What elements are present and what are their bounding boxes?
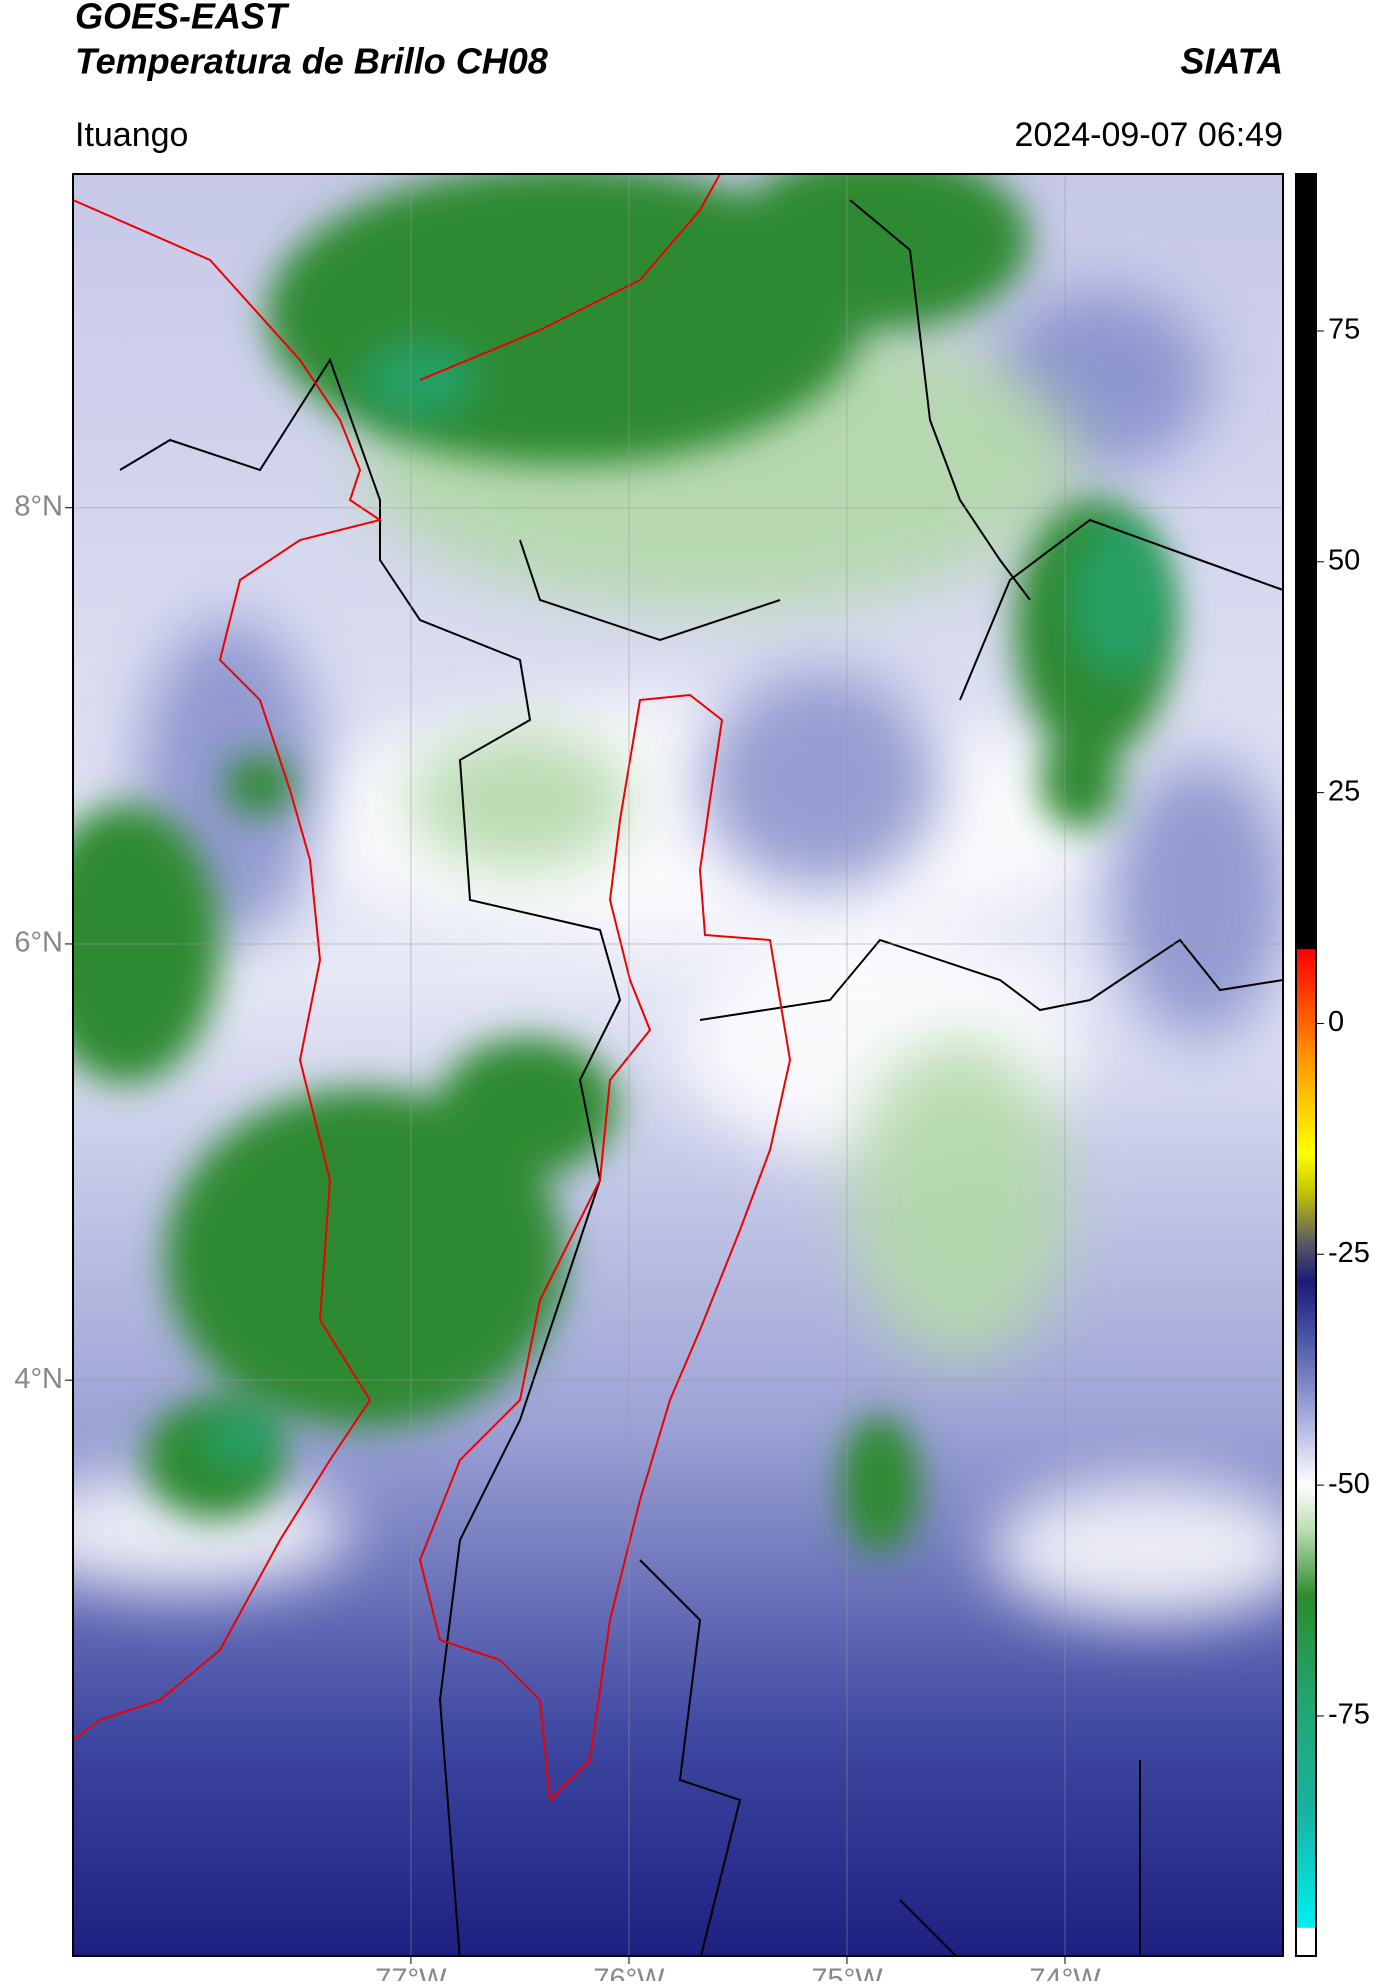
lon-tick-label: 77°W <box>375 1964 447 1981</box>
colorbar-tick-label: -75 <box>1328 1699 1370 1731</box>
lon-tick-label: 75°W <box>811 1964 883 1981</box>
colorbar <box>1295 173 1317 1957</box>
satellite-image <box>73 174 1283 1956</box>
source: SIATA <box>1180 41 1283 82</box>
product: Temperatura de Brillo CH08 <box>75 41 548 82</box>
colorbar-tick-label: 75 <box>1328 314 1360 346</box>
map-grid <box>73 174 1283 1956</box>
lon-tick-label: 74°W <box>1029 1964 1101 1981</box>
lon-tick-label: 76°W <box>593 1964 665 1981</box>
colorbar-tick-label: 25 <box>1328 775 1360 807</box>
location: Ituango <box>75 116 188 154</box>
satellite: GOES-EAST <box>75 0 290 37</box>
lat-tick-label: 8°N <box>14 490 63 522</box>
datetime: 2024-09-07 06:49 <box>1015 116 1283 154</box>
colorbar-tick-label: -50 <box>1328 1468 1370 1500</box>
colorbar-tick-label: -25 <box>1328 1237 1370 1269</box>
colorbar-tick-label: 0 <box>1328 1006 1344 1038</box>
map-frame <box>72 173 1284 1957</box>
lat-tick-label: 4°N <box>14 1363 63 1395</box>
lat-tick-label: 6°N <box>14 927 63 959</box>
colorbar-tick-label: 50 <box>1328 544 1360 576</box>
